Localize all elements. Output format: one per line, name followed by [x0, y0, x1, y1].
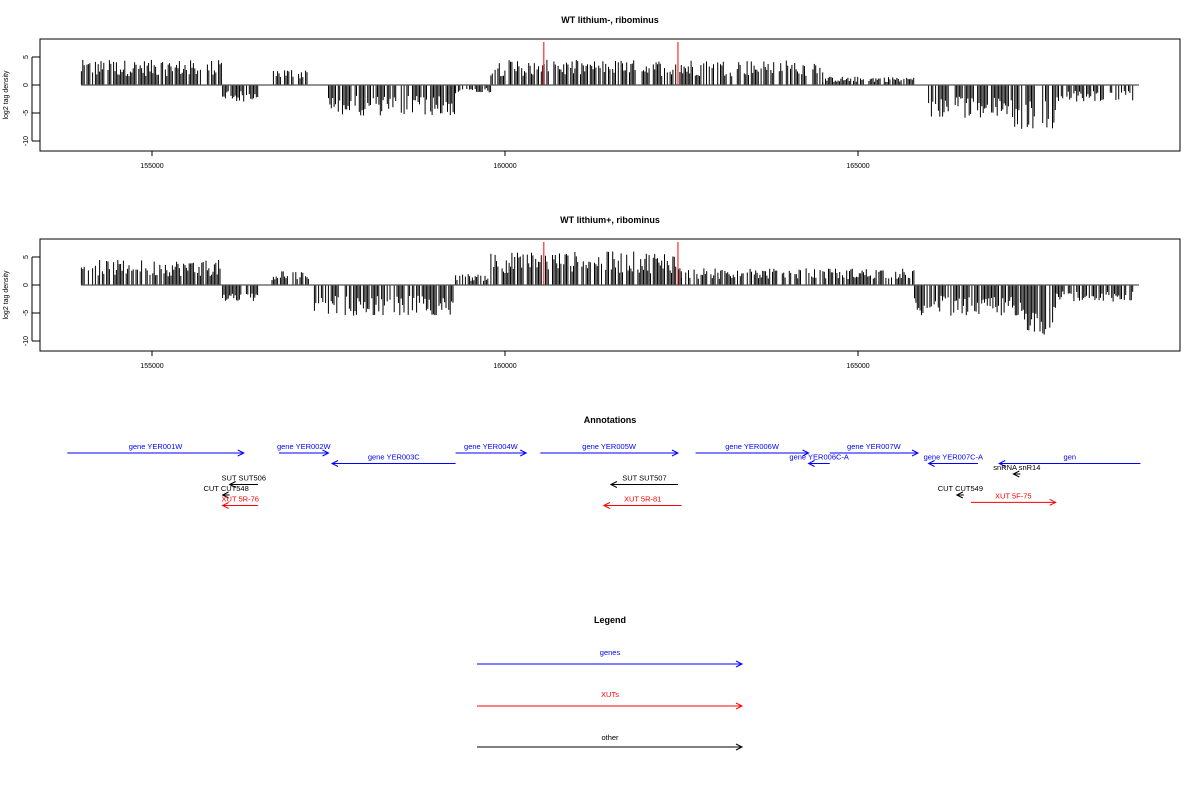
annotation-arrowhead	[1049, 498, 1057, 506]
annotation-label: gene YER005W	[582, 442, 637, 451]
annotation-label: snRNA snR14	[993, 463, 1040, 472]
annotation-label: CUT CUT548	[203, 484, 248, 493]
panel-1-x-tick-160000: 160000	[493, 163, 516, 170]
panel-1-y-tick-0: 0	[23, 83, 30, 87]
annotation-arrowhead	[221, 491, 229, 499]
annotation-feature: snRNA snR14	[993, 463, 1040, 478]
legend-arrowhead-xuts	[735, 702, 744, 710]
annotation-arrowhead	[609, 481, 618, 488]
annotation-label: XUT 5R-81	[624, 495, 661, 504]
panel-2-y-tick-minus10: -10	[23, 336, 30, 346]
legend-item-genes: genes	[477, 648, 744, 668]
panel-1-x-tick-155000: 155000	[140, 163, 163, 170]
annotation-label: gene YER002W	[277, 442, 332, 451]
annotation-feature: XUT 5R-76	[221, 495, 259, 509]
legend-arrowhead-genes	[735, 660, 744, 668]
panel-2-x-tick-165000: 165000	[846, 363, 869, 370]
panel-2-y-tick-0: 0	[23, 283, 30, 287]
annotation-feature: SUT SUT507	[609, 474, 678, 488]
annotation-arrowhead	[221, 502, 229, 509]
legend-label-other: other	[601, 733, 619, 742]
panel-1-markers	[543, 42, 679, 85]
legend-arrowhead-other	[735, 743, 744, 751]
annotation-arrowhead	[802, 449, 810, 457]
annotation-feature: gen	[998, 453, 1141, 467]
panel-1-plot-frame	[39, 38, 1181, 152]
annotation-arrowhead	[330, 460, 339, 467]
legend-item-xuts: XUTs	[477, 690, 744, 710]
annotation-arrowhead	[519, 449, 528, 457]
annotation-feature: gene YER005W	[540, 442, 680, 457]
panel-2-y-axis-label: log2 tag density	[3, 270, 10, 320]
annotation-feature: CUT CUT548	[203, 484, 249, 499]
annotation-arrowhead	[955, 491, 964, 499]
panel-1-x-tick-165000: 165000	[846, 163, 869, 170]
legend-label-genes: genes	[600, 648, 621, 657]
panel-1-y-tick-5: 5	[23, 55, 30, 59]
annotation-label: XUT 5R-76	[222, 495, 259, 504]
annotation-arrowhead	[1012, 470, 1020, 478]
annotation-feature: CUT CUT549	[938, 484, 983, 499]
annotation-label: CUT CUT549	[938, 484, 983, 493]
annotation-arrowhead	[807, 460, 815, 467]
annotation-label: XUT 5F-75	[995, 491, 1032, 500]
panel-1-x-axis: 155000 160000 165000	[140, 150, 870, 170]
panel-1-y-tick-minus5: -5	[23, 110, 30, 116]
panel-2-bars	[80, 251, 1134, 335]
annotation-arrowhead	[237, 449, 245, 457]
annotation-label: gene YER007W	[847, 442, 902, 451]
panel-2-markers	[543, 242, 679, 285]
annotation-arrowhead	[322, 449, 330, 457]
panel-1-y-axis: 5 0 -5 -10	[23, 55, 40, 146]
panel-2-y-tick-minus5: -5	[23, 310, 30, 316]
annotation-arrowhead	[228, 481, 236, 488]
annotation-feature: gene YER007W	[829, 442, 920, 457]
panel-1-y-tick-minus10: -10	[23, 136, 30, 146]
panel-2-title: WT lithium+, ribominus	[560, 215, 660, 225]
annotation-feature: gene YER003C	[330, 453, 456, 467]
annotation-tracks: gene YER001W gene YER002W gene YER003C gene…	[67, 442, 1141, 509]
annotation-arrowhead	[998, 460, 1006, 467]
annotation-label: gene YER006C-A	[789, 453, 848, 462]
annotation-feature: gene YER001W	[67, 442, 245, 457]
legend-title: Legend	[594, 615, 626, 625]
panel-2-y-axis: 5 0 -5 -10	[23, 255, 40, 346]
panel-2-y-tick-5: 5	[23, 255, 30, 259]
annotation-label: gene YER003C	[368, 453, 421, 462]
annotation-feature: gene YER007C-A	[924, 453, 983, 467]
annotations-title: Annotations	[584, 415, 637, 425]
annotation-label: SUT SUT506	[222, 474, 266, 483]
annotation-label: gene YER006W	[725, 442, 780, 451]
annotation-feature: gene YER004W	[455, 442, 528, 457]
annotation-label: gene YER007C-A	[924, 453, 983, 462]
panel-1-y-axis-label: log2 tag density	[3, 70, 10, 120]
annotation-arrowhead	[927, 460, 935, 467]
annotation-feature: XUT 5R-81	[602, 495, 682, 509]
panel-1-bars	[80, 59, 1134, 129]
legend-label-xuts: XUTs	[601, 690, 619, 699]
panel-2-plot-frame	[39, 238, 1181, 352]
annotation-feature: gene YER006W	[695, 442, 810, 457]
annotation-feature: gene YER002W	[277, 442, 332, 457]
annotation-feature: gene YER006C-A	[789, 453, 849, 467]
panel-1-title: WT lithium-, ribominus	[561, 15, 659, 25]
annotation-arrowhead	[671, 449, 680, 457]
annotation-feature: SUT SUT506	[222, 474, 266, 488]
annotation-label: gene YER001W	[129, 442, 184, 451]
legend-item-other: other	[477, 733, 744, 751]
annotation-label: gen	[1064, 453, 1077, 462]
annotation-arrowhead	[911, 449, 920, 457]
panel-2-x-tick-160000: 160000	[493, 363, 516, 370]
panel-2-x-axis: 155000 160000 165000	[140, 350, 870, 370]
annotation-label: gene YER004W	[464, 442, 519, 451]
annotation-feature: XUT 5F-75	[970, 491, 1057, 506]
panel-2-x-tick-155000: 155000	[140, 363, 163, 370]
annotation-label: SUT SUT507	[622, 474, 666, 483]
annotation-arrowhead	[602, 502, 611, 509]
